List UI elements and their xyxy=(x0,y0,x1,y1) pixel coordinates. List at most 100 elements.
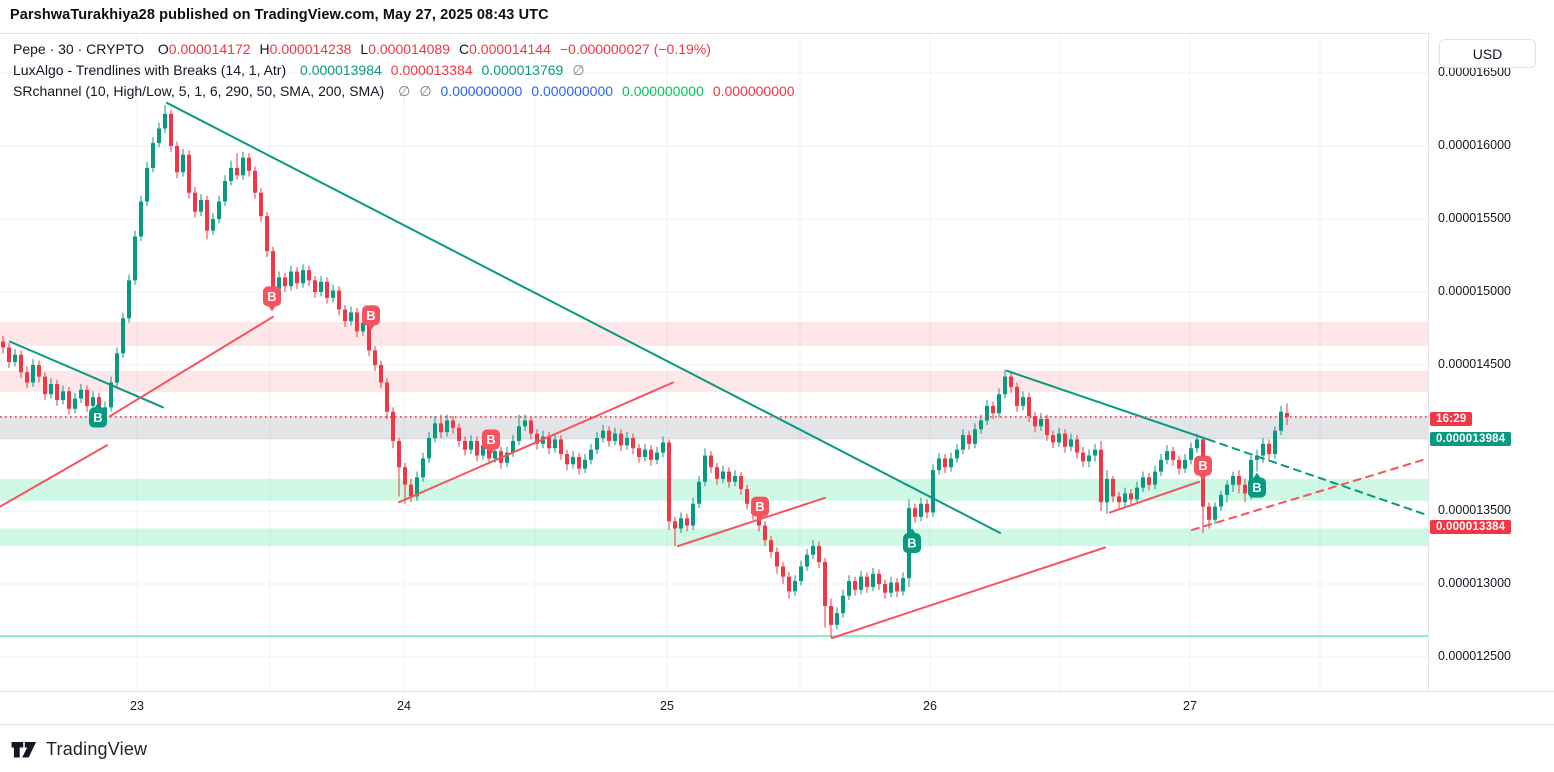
candle-body xyxy=(553,439,557,449)
trendline-teal-down-1[interactable] xyxy=(9,340,164,409)
legend-row-luxalgo[interactable]: LuxAlgo - Trendlines with Breaks (14, 1,… xyxy=(13,60,804,81)
candle-body xyxy=(649,449,653,460)
candle-body xyxy=(343,309,347,322)
price-axis[interactable]: USD 0.000016500 0.000016000 0.000015500 0.0… xyxy=(1428,33,1554,723)
candle-body xyxy=(931,470,935,513)
candle-body xyxy=(1045,419,1049,436)
candle-body xyxy=(79,389,83,399)
indicator-value: 0.000013384 xyxy=(390,62,473,78)
candle-body xyxy=(661,442,665,453)
footer-brand[interactable]: TradingView xyxy=(10,736,147,762)
candle-body xyxy=(667,442,671,522)
candle-body xyxy=(1219,494,1223,507)
candle-body xyxy=(1159,459,1163,472)
candle-body xyxy=(1141,477,1145,488)
candle-body xyxy=(805,554,809,567)
candle-body xyxy=(571,456,575,465)
legend-row-symbol[interactable]: Pepe · 30 · CRYPTO O0.000014172 H0.000014… xyxy=(13,39,804,60)
candle-body xyxy=(613,433,617,441)
price-tick: 0.000015000 xyxy=(1438,284,1511,298)
candle-body xyxy=(949,458,953,468)
ohlc-value: −0.000000027 (−0.19%) xyxy=(559,41,711,57)
candle-body xyxy=(1075,439,1079,453)
trendline-red-up-proj[interactable] xyxy=(1191,457,1428,531)
candle-body xyxy=(1081,452,1085,462)
candle-body xyxy=(157,128,161,144)
candle-body xyxy=(985,405,989,421)
candle-body xyxy=(319,281,323,292)
candle-body xyxy=(1117,496,1121,503)
signal-tail xyxy=(1253,472,1261,479)
signal-tail xyxy=(1199,474,1207,481)
currency-toggle-button[interactable]: USD xyxy=(1439,39,1536,68)
candle-body xyxy=(31,365,35,383)
candle-body xyxy=(175,146,179,173)
candle-body xyxy=(211,219,215,231)
candle-body xyxy=(727,471,731,482)
candle-body xyxy=(1249,459,1253,494)
price-axis-badge: 0.000013384 xyxy=(1430,519,1512,534)
candle-body xyxy=(709,455,713,468)
candle-body xyxy=(403,467,407,485)
candle-body xyxy=(1105,478,1109,503)
candle-body xyxy=(775,551,779,567)
candle-body xyxy=(133,236,137,281)
candle-body xyxy=(781,566,785,577)
break-signal-badge xyxy=(1194,455,1212,476)
trendline-red-up-2[interactable] xyxy=(398,381,674,504)
candle-body xyxy=(955,449,959,459)
candle-body xyxy=(43,376,47,395)
trendline-red-up-long[interactable] xyxy=(831,546,1106,640)
candle-body xyxy=(61,391,65,401)
candle-body xyxy=(1195,439,1199,449)
trendline-red-up-0[interactable] xyxy=(0,444,108,508)
trendline-red-up-5[interactable] xyxy=(1109,480,1200,514)
legend-row-srchannel[interactable]: SRchannel (10, High/Low, 5, 1, 6, 290, 5… xyxy=(13,81,804,102)
ohlc-value: L0.000014089 xyxy=(360,41,450,57)
indicator-value: 0.000013769 xyxy=(481,62,564,78)
candle-body xyxy=(517,426,521,441)
candle-body xyxy=(361,322,365,332)
trendline-red-up-1[interactable] xyxy=(109,315,274,418)
trendline-teal-down-long[interactable] xyxy=(166,101,1001,534)
candle-body xyxy=(637,448,641,457)
candle-body xyxy=(301,270,305,284)
signal-tail xyxy=(367,324,375,331)
candle-body xyxy=(979,420,983,430)
candle-body xyxy=(547,436,551,449)
price-axis-badge: 0.000013984 xyxy=(1430,432,1512,447)
chart-pane[interactable]: B B B B B B B B xyxy=(0,0,1428,723)
tradingview-logo-icon xyxy=(11,742,37,758)
candle-body xyxy=(1057,433,1061,443)
candle-body xyxy=(721,471,725,479)
trendline-red-up-3[interactable] xyxy=(677,496,826,548)
candle-body xyxy=(187,154,191,193)
candle-body xyxy=(151,143,155,168)
candle-body xyxy=(1285,412,1289,417)
price-chart-svg[interactable]: B B B B B B B B xyxy=(0,0,1428,723)
candle-body xyxy=(607,430,611,441)
candle-body xyxy=(1183,459,1187,469)
candle-body xyxy=(679,518,683,529)
candle-body xyxy=(973,429,977,444)
candle-body xyxy=(505,452,509,463)
candle-body xyxy=(823,562,827,606)
srchannel-band-mid-gray-zone xyxy=(0,416,1428,440)
candle-body xyxy=(733,475,737,482)
candle-body xyxy=(85,389,89,406)
candle-body xyxy=(73,398,77,409)
break-signal-badge xyxy=(362,305,380,326)
luxalgo-values: 0.000013984 0.000013384 0.000013769 ∅ xyxy=(300,62,594,78)
indicator-value: ∅ xyxy=(419,83,432,99)
candle-body xyxy=(349,312,353,322)
candle-body xyxy=(943,458,947,468)
signal-tail xyxy=(268,305,276,312)
break-signal-label: B xyxy=(93,410,102,425)
break-signal-badge xyxy=(482,429,500,450)
trendline-teal-down-3[interactable] xyxy=(1006,369,1209,441)
candle-body xyxy=(367,322,371,351)
candle-body xyxy=(439,423,443,433)
time-axis[interactable]: 23 24 25 26 27 xyxy=(0,691,1554,725)
trendline-teal-down-3-proj[interactable] xyxy=(1207,438,1428,517)
indicator-value: 0.000000000 xyxy=(622,83,704,99)
